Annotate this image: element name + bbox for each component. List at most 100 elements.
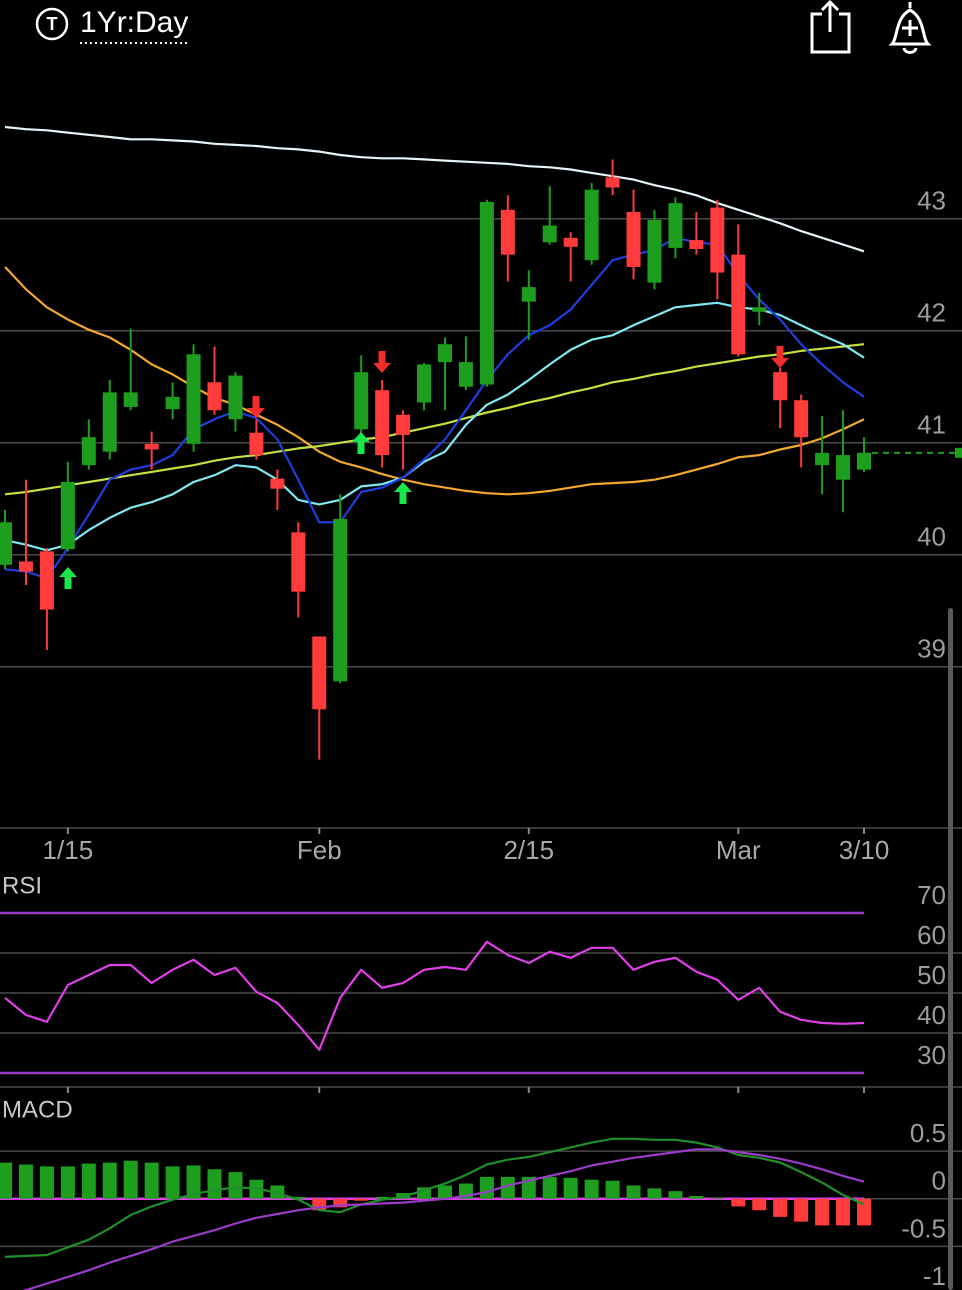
- candle-body: [458, 362, 473, 387]
- histogram-bar: [836, 1198, 851, 1226]
- histogram-bar: [123, 1160, 138, 1199]
- histogram-bar: [563, 1177, 578, 1199]
- plots: 39 40 41 42 43 70 60 50 40 30 RSI 0.5 0 -0.5 -1 MACD 1/1…: [0, 125, 962, 1290]
- last-price-tag: [955, 447, 962, 458]
- y-tick-label: 43: [917, 186, 946, 216]
- histogram-bar: [375, 1196, 390, 1199]
- candle-body: [102, 392, 117, 452]
- histogram-bar: [857, 1198, 871, 1226]
- panel-title: MACD: [2, 1096, 73, 1123]
- candle-body: [186, 354, 201, 444]
- candle-body: [291, 532, 306, 592]
- histogram-bar: [479, 1176, 494, 1199]
- candle-body: [375, 390, 390, 456]
- candle-body: [60, 481, 75, 550]
- candle-body: [270, 478, 285, 489]
- histogram-bar: [60, 1166, 75, 1199]
- candle-body: [333, 518, 348, 682]
- histogram-bar: [605, 1180, 620, 1199]
- candle-body: [773, 372, 788, 401]
- y-tick-label: 39: [917, 634, 946, 664]
- candle-body: [668, 203, 683, 248]
- histogram-bar: [794, 1198, 809, 1222]
- histogram-bar: [437, 1185, 452, 1199]
- share-button[interactable]: [810, 0, 851, 54]
- histogram-bar: [102, 1162, 117, 1199]
- x-tick-label: Mar: [716, 835, 761, 865]
- scrollbar[interactable]: [948, 608, 953, 1290]
- y-tick-label: 42: [917, 298, 946, 328]
- indicator-line: [4, 940, 865, 1051]
- candle-body: [794, 400, 809, 438]
- histogram-bar: [228, 1172, 243, 1199]
- candle-body: [605, 177, 620, 188]
- candle-body: [165, 396, 180, 410]
- x-tick-label: Feb: [297, 835, 342, 865]
- badge-circle: [35, 7, 69, 41]
- histogram-bar: [626, 1185, 641, 1199]
- candle-body: [647, 219, 662, 283]
- histogram-bar: [689, 1195, 704, 1199]
- candle-body: [689, 240, 704, 250]
- candle-body: [815, 452, 830, 466]
- y-tick-label: 41: [917, 410, 946, 440]
- histogram-bar: [815, 1198, 830, 1226]
- histogram-bar: [291, 1196, 306, 1199]
- histogram-bar: [18, 1164, 33, 1199]
- candle-body: [500, 209, 515, 255]
- x-tick-label: 3/10: [839, 835, 890, 865]
- candle-body: [857, 452, 871, 470]
- histogram-bar: [417, 1187, 432, 1199]
- candle-body: [584, 189, 599, 261]
- indicator-line: [22, 1148, 865, 1290]
- histogram-bar: [0, 1162, 12, 1199]
- alert-button[interactable]: [888, 2, 932, 54]
- histogram-bar: [186, 1165, 201, 1199]
- y-tick-label: 0: [932, 1166, 946, 1196]
- candle-body: [354, 372, 369, 430]
- x-tick-label: 2/15: [503, 835, 554, 865]
- histogram-bar: [39, 1166, 54, 1199]
- candle-body: [144, 443, 159, 450]
- candle-body: [479, 201, 494, 385]
- candle-body: [563, 237, 578, 247]
- y-tick-label: 60: [917, 920, 946, 950]
- badge: T: [47, 14, 58, 34]
- indicator-line: [4, 343, 865, 496]
- histogram-bar: [773, 1198, 788, 1217]
- indicator-line: [4, 266, 865, 496]
- indicator-line: [4, 301, 865, 552]
- histogram-bar: [81, 1163, 96, 1199]
- y-tick-label: -0.5: [901, 1213, 946, 1243]
- candle-body: [81, 437, 96, 466]
- histogram-bar: [710, 1197, 725, 1199]
- histogram-bar: [542, 1176, 557, 1199]
- candle-body: [521, 287, 536, 302]
- histogram-bar: [144, 1162, 159, 1199]
- y-tick-label: 0.5: [910, 1118, 946, 1148]
- candle-body: [123, 392, 138, 407]
- candle-body: [752, 307, 767, 312]
- candle-body: [710, 207, 725, 273]
- period-selector[interactable]: 1Yr:Day: [80, 6, 188, 39]
- candle-body: [39, 551, 54, 610]
- candle-body: [312, 636, 327, 710]
- histogram-bar: [668, 1191, 683, 1199]
- candle-body: [228, 375, 243, 420]
- histogram-bar: [584, 1179, 599, 1199]
- y-tick-label: 40: [917, 1000, 946, 1030]
- histogram-bar: [647, 1188, 662, 1199]
- y-tick-label: 70: [917, 880, 946, 910]
- header: T 1Yr:Day: [35, 0, 932, 54]
- histogram-bar: [207, 1169, 222, 1199]
- y-tick-label: -1: [923, 1261, 946, 1290]
- candle-body: [18, 561, 33, 572]
- y-tick-label: 40: [917, 522, 946, 552]
- x-tick-label: 1/15: [43, 835, 94, 865]
- indicator-line: [4, 125, 865, 253]
- histogram-bar: [165, 1166, 180, 1199]
- histogram-bar: [354, 1198, 369, 1201]
- candle-body: [542, 225, 557, 243]
- y-tick-label: 30: [917, 1040, 946, 1070]
